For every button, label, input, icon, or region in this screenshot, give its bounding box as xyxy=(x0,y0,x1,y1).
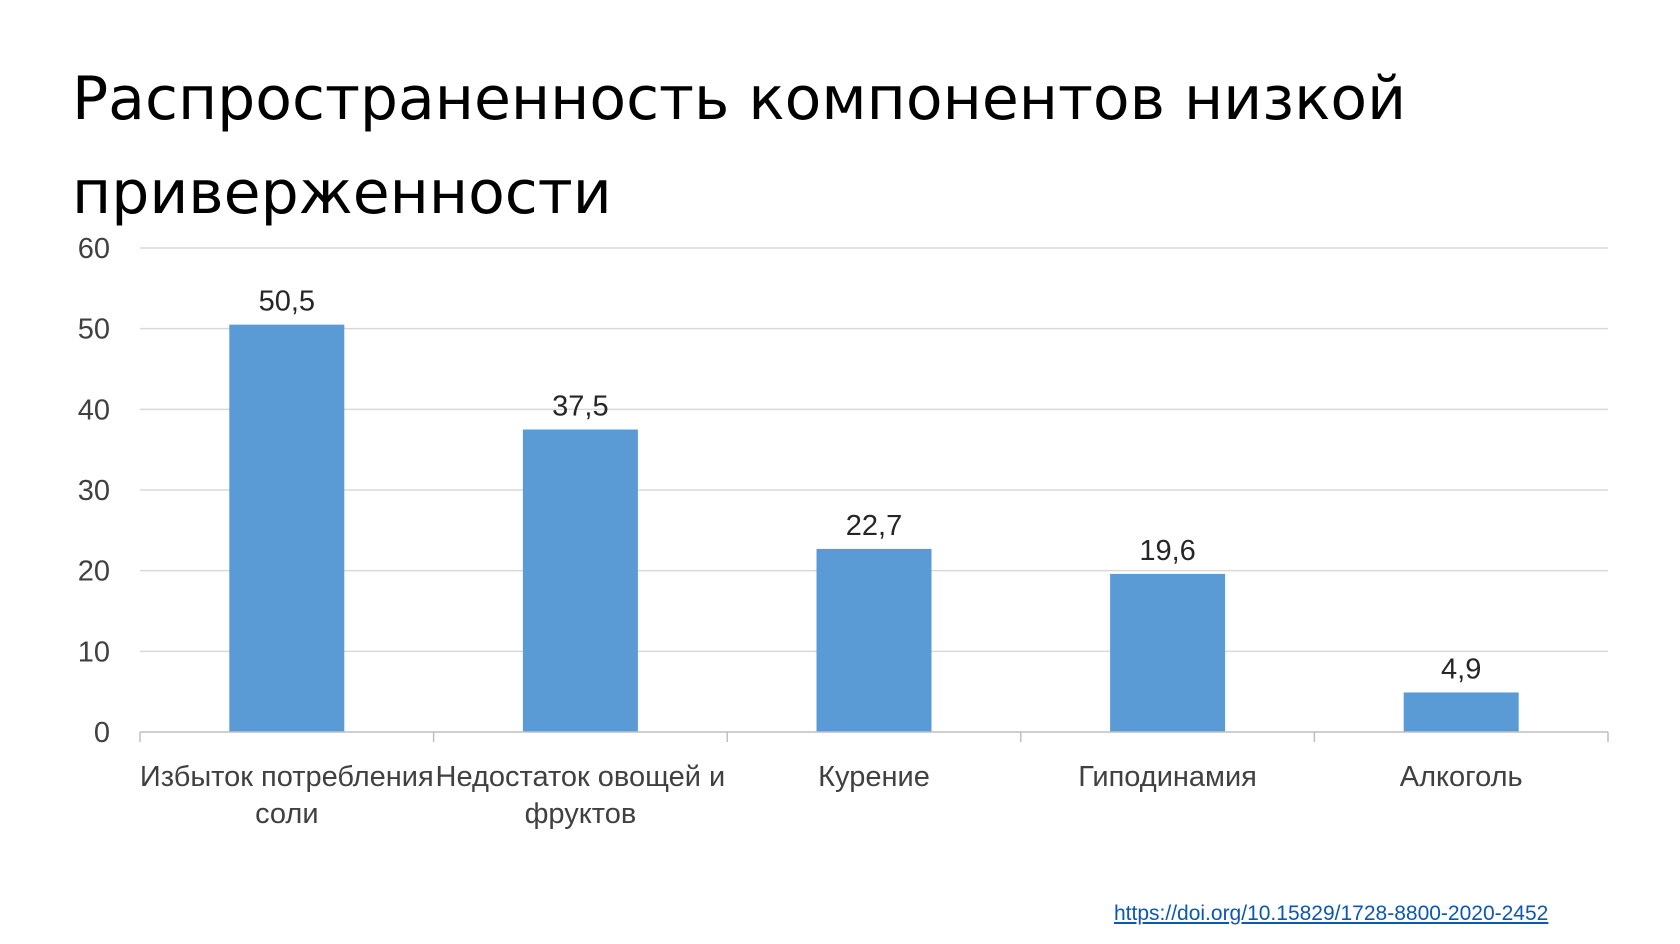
y-tick-label: 30 xyxy=(78,475,110,507)
y-tick-label: 60 xyxy=(78,233,110,265)
slide-title: Распространенность компонентов низкой пр… xyxy=(72,64,1407,228)
data-label: 22,7 xyxy=(846,510,902,542)
y-tick-label: 40 xyxy=(78,394,110,426)
source-link[interactable]: https://doi.org/10.15829/1728-8800-2020-… xyxy=(1114,902,1549,925)
bar xyxy=(522,429,638,732)
category-label: Избыток потребления соли xyxy=(140,761,434,830)
category-label: Алкоголь xyxy=(1400,761,1523,793)
data-label: 19,6 xyxy=(1139,535,1195,567)
bar xyxy=(1403,692,1519,732)
y-tick-label: 50 xyxy=(78,314,110,346)
data-label: 4,9 xyxy=(1441,653,1481,685)
data-label: 50,5 xyxy=(259,286,315,318)
bars xyxy=(229,324,1519,732)
category-label: Курение xyxy=(818,761,930,793)
y-tick-labels: 0 10 20 30 40 50 60 xyxy=(78,233,110,749)
x-axis xyxy=(139,731,1609,742)
y-tick-label: 0 xyxy=(94,717,110,749)
bar xyxy=(1110,573,1226,732)
category-label: Недостаток овощей и фруктов xyxy=(436,761,726,830)
data-labels: 50,5 37,5 22,7 19,6 4,9 xyxy=(259,286,1482,686)
category-label: Гиподинамия xyxy=(1078,761,1257,793)
bar xyxy=(229,324,345,732)
y-tick-label: 10 xyxy=(78,636,110,668)
y-tick-label: 20 xyxy=(78,556,110,588)
data-label: 37,5 xyxy=(552,391,608,423)
bar xyxy=(816,548,932,732)
